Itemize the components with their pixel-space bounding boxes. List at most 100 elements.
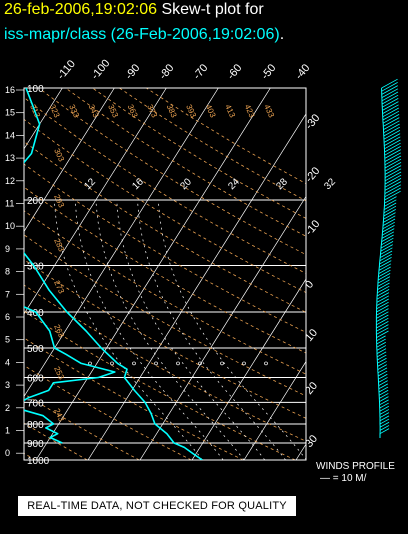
wind-barb	[384, 171, 402, 182]
wind-barb	[384, 199, 397, 207]
moist-adiabat-line	[95, 199, 245, 460]
wind-barb	[376, 314, 389, 322]
wind-barb	[384, 142, 401, 153]
isotherm-line	[24, 88, 167, 315]
temperature-label-top: -100	[89, 57, 112, 82]
dry-adiabat-line	[24, 364, 192, 460]
wind-barb	[382, 225, 395, 233]
wind-barb	[379, 260, 392, 268]
pressure-label: 900	[27, 439, 44, 450]
temperature-label-top: -110	[55, 58, 78, 82]
isotherm-line	[191, 278, 306, 460]
isotherm-line	[87, 113, 306, 460]
temperature-label-top: -50	[259, 62, 278, 82]
moist-adiabat-line	[157, 199, 306, 460]
wind-barb	[382, 101, 399, 111]
winds-profile-label: WINDS PROFILE	[316, 461, 395, 472]
wind-barb	[379, 409, 390, 415]
isotherm-line	[139, 195, 306, 460]
wind-barb	[379, 250, 393, 258]
wind-barb	[381, 88, 399, 98]
wind-barb	[376, 321, 389, 329]
theta-label: 343	[87, 103, 101, 119]
wind-barb	[376, 311, 389, 319]
mixing-ratio-marker	[176, 361, 180, 366]
wind-barb	[382, 110, 400, 121]
wind-barb	[378, 269, 391, 278]
wind-barb	[376, 292, 390, 300]
wind-barb	[376, 289, 390, 297]
wind-barb	[379, 402, 389, 409]
wind-barb	[384, 168, 402, 178]
wind-barb	[381, 78, 398, 89]
wind-barb	[382, 98, 399, 108]
height-label: 8	[5, 267, 10, 277]
theta-label: 293	[52, 193, 66, 209]
wind-barb	[379, 415, 390, 422]
wind-barb	[381, 237, 394, 246]
dry-adiabat-line	[24, 210, 306, 375]
wind-barb	[376, 338, 386, 345]
wind-barb	[376, 295, 390, 303]
pressure-label: 500	[27, 344, 44, 355]
sounding-datetime: 26-feb-2006,19:02:06	[4, 1, 158, 18]
wind-barb	[383, 212, 396, 220]
temperature-label-right: 0	[303, 279, 316, 291]
mixing-ratio-marker	[88, 361, 92, 366]
pressure-label: 700	[27, 398, 44, 409]
height-label: 3	[5, 380, 10, 390]
theta-label: 283	[52, 237, 66, 253]
theta-label: 423	[243, 103, 257, 119]
wind-barb	[379, 412, 390, 418]
wind-barb	[384, 149, 401, 159]
wind-barb	[382, 221, 395, 230]
moist-adiabat-line	[74, 199, 224, 460]
wind-barb	[381, 231, 395, 239]
wind-barb	[384, 190, 401, 201]
wind-barb	[380, 244, 393, 252]
theta-label: 413	[223, 103, 237, 119]
wind-barb	[378, 266, 391, 274]
pressure-label: 200	[27, 196, 44, 207]
chart-title: Skew-t plot for	[161, 1, 264, 18]
pressure-label: 100	[27, 84, 44, 95]
isotherm-line	[243, 360, 306, 460]
plot-frame	[23, 87, 307, 461]
sounding-source: iss-mapr/class (26-Feb-2006,19:02:06)	[4, 26, 280, 43]
wind-barb	[377, 276, 391, 284]
wind-barb	[379, 428, 390, 434]
theta-label: 253	[52, 365, 66, 381]
theta-label: 383	[165, 103, 179, 119]
wind-barb	[384, 139, 401, 150]
wind-barb	[377, 361, 387, 367]
wind-barb	[379, 421, 390, 428]
wind-barb	[376, 317, 389, 326]
wind-barb	[376, 301, 389, 310]
mixing-ratio-label: 12	[82, 176, 98, 192]
wind-barb	[377, 367, 388, 374]
isotherm-line	[295, 443, 306, 460]
pressure-label: 600	[27, 373, 44, 384]
wind-barb	[379, 257, 392, 265]
wind-barb	[376, 335, 386, 342]
wind-barb	[383, 130, 401, 140]
wind-barb	[377, 364, 388, 370]
dry-adiabat-line	[24, 393, 140, 460]
wind-barb	[384, 152, 402, 162]
wind-barb	[381, 85, 398, 95]
wind-barb	[378, 389, 389, 396]
temperature-label-top: -80	[157, 62, 176, 82]
mixing-ratio-label: 16	[130, 176, 146, 192]
isotherm-line	[24, 88, 115, 233]
wind-barb	[382, 104, 399, 114]
wind-barb	[378, 380, 388, 386]
wind-barb	[384, 187, 401, 198]
dry-adiabat-line	[24, 234, 306, 397]
wind-barb	[376, 298, 389, 306]
wind-barb	[376, 345, 387, 351]
theta-label: 433	[262, 103, 276, 119]
chart-title-line-1: 26-feb-2006,19:02:06 Skew-t plot for	[4, 1, 264, 19]
wind-barb	[382, 114, 400, 124]
height-label: 9	[5, 244, 10, 254]
height-label: 10	[5, 221, 15, 231]
